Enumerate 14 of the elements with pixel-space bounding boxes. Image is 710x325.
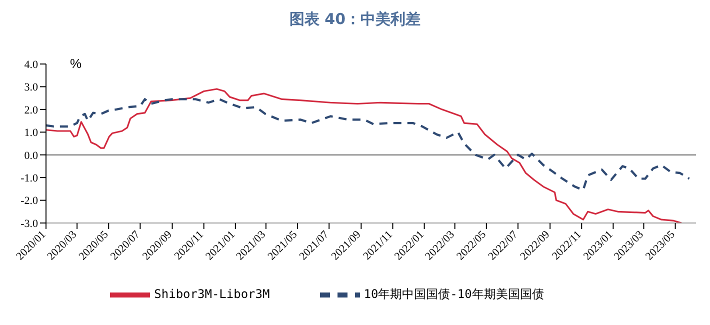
y-tick-label: 0.0: [24, 150, 38, 162]
y-tick-label: -2.0: [20, 195, 38, 208]
line-series: [46, 98, 690, 192]
y-tick-label: 2.0: [24, 104, 38, 116]
y-tick-label: 1.0: [24, 127, 38, 140]
y-tick-label: 4.0: [24, 58, 38, 71]
y-axis-title: %: [70, 56, 82, 71]
y-tick-label: 3.0: [24, 82, 38, 94]
legend-label: Shibor3M-Libor3M: [154, 287, 270, 302]
y-tick-label: -3.0: [20, 218, 38, 230]
line-series: [46, 88, 682, 223]
y-tick-label: -1.0: [20, 172, 38, 184]
chart-title: 图表 40：中美利差: [288, 9, 422, 30]
legend-label: 10年期中国国债-10年期美国国债: [364, 287, 544, 302]
